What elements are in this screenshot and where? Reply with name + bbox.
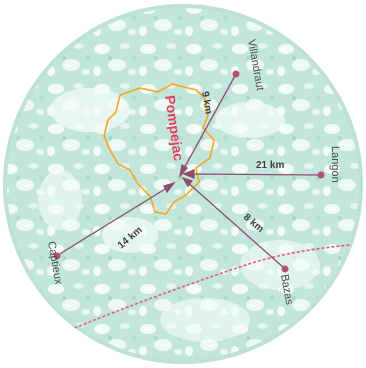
arrowhead-langon bbox=[182, 169, 195, 179]
town-markers bbox=[53, 70, 325, 273]
distance-label-villandraut: 9 km bbox=[199, 91, 214, 115]
highway-line bbox=[69, 244, 351, 331]
arrowhead-villandraut bbox=[178, 163, 189, 179]
distance-label-langon: 21 km bbox=[256, 160, 284, 171]
town-dot-bazas bbox=[281, 265, 289, 273]
arrowhead-captieux bbox=[163, 181, 176, 194]
arrowhead-bazas bbox=[181, 176, 194, 188]
town-dot-langon bbox=[317, 171, 325, 179]
route-arrows bbox=[57, 73, 321, 269]
commune-outline bbox=[103, 83, 215, 215]
route-langon bbox=[187, 173, 321, 176]
town-label-bazas: Bazas bbox=[278, 273, 295, 306]
route-captieux bbox=[57, 185, 171, 256]
town-dot-captieux bbox=[53, 252, 61, 260]
town-dot-villandraut bbox=[232, 70, 240, 78]
route-villandraut bbox=[181, 73, 237, 173]
route-bazas bbox=[185, 180, 285, 269]
map-border-ring bbox=[3, 4, 363, 364]
town-label-langon: Langon bbox=[329, 146, 341, 183]
